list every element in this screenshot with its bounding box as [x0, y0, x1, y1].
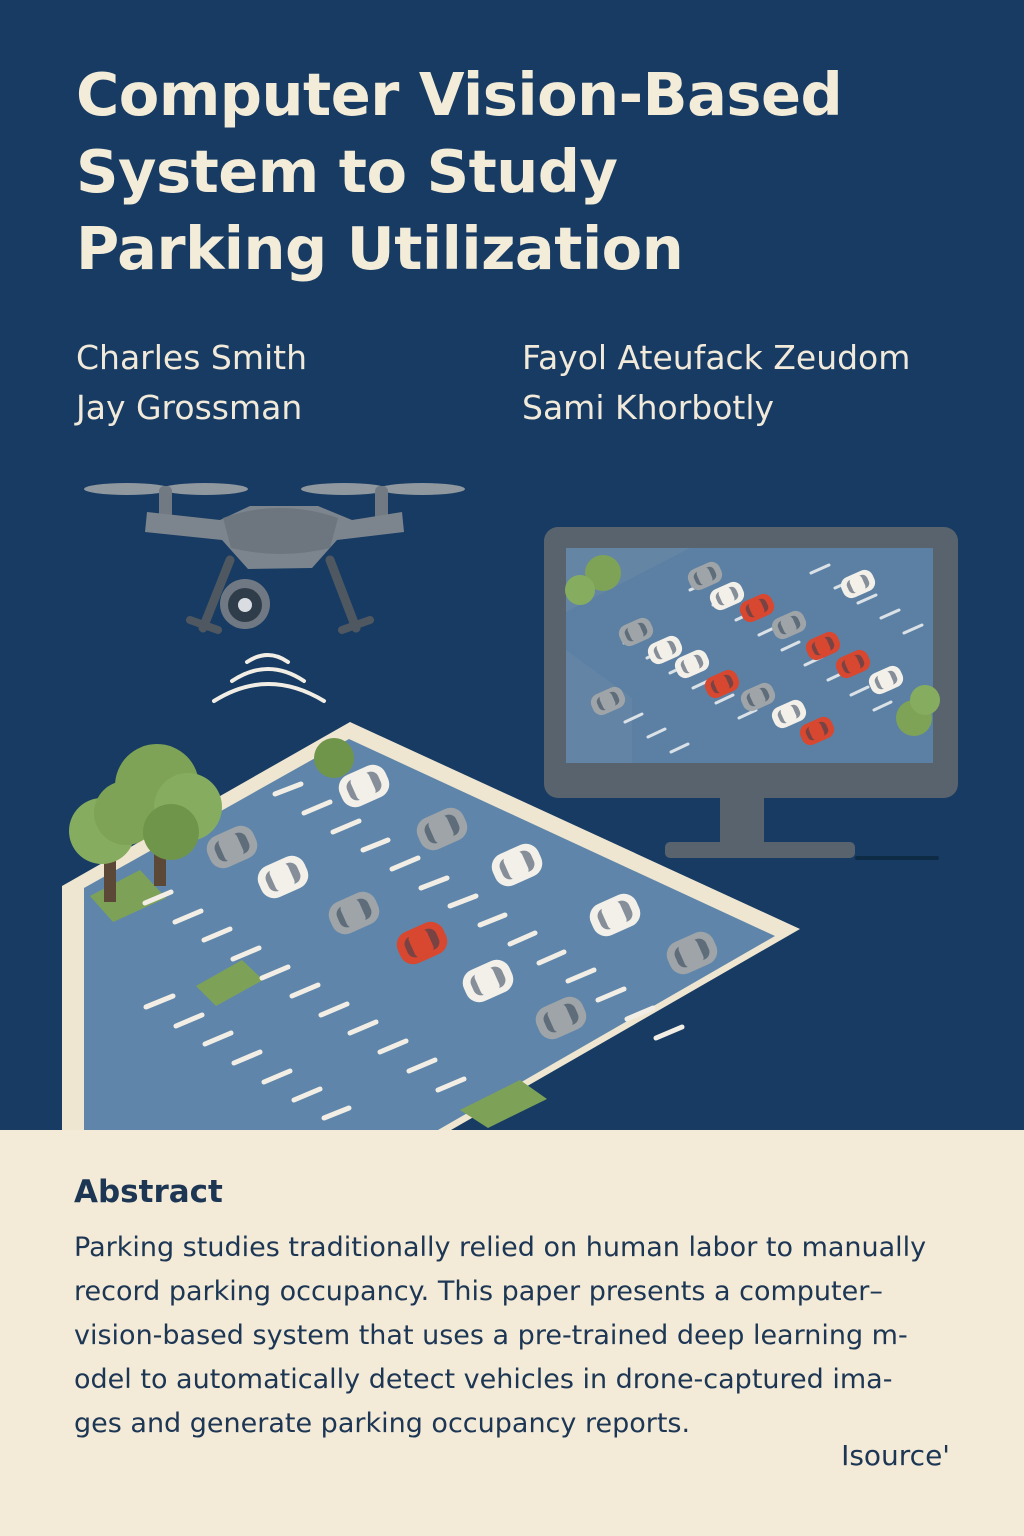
- abstract-panel: [0, 1130, 1024, 1536]
- abstract-line: Parking studies traditionally relied on …: [74, 1232, 927, 1263]
- author-name: Jay Grossman: [76, 388, 303, 427]
- author-name: Fayol Ateufack Zeudom: [522, 338, 911, 377]
- abstract-heading: Abstract: [74, 1174, 223, 1210]
- parking-lot-illustration: [62, 722, 800, 1130]
- drone-icon: [84, 483, 465, 634]
- paper-title-line: System to Study: [76, 137, 618, 206]
- tree-icon: [69, 738, 354, 902]
- abstract-text: Parking studies traditionally relied on …: [74, 1226, 954, 1446]
- abstract-line: ges and generate parking occupancy repor…: [74, 1408, 691, 1439]
- source-mark: Isource': [841, 1439, 950, 1472]
- paper-title: Computer Vision-Based System to Study Pa…: [76, 56, 956, 287]
- abstract-line: record parking occupancy. This paper pre…: [74, 1276, 883, 1307]
- paper-title-line: Computer Vision-Based: [76, 60, 843, 129]
- author-name: Charles Smith: [76, 338, 308, 377]
- wireless-signal-icon: [212, 653, 326, 703]
- abstract-line: odel to automatically detect vehicles in…: [74, 1364, 893, 1395]
- cover-illustration: [62, 483, 958, 1130]
- abstract-line: vision-based system that uses a pre-trai…: [74, 1320, 908, 1351]
- paper-title-line: Parking Utilization: [76, 214, 684, 283]
- author-name: Sami Khorbotly: [522, 388, 775, 427]
- monitor-icon: [544, 527, 958, 860]
